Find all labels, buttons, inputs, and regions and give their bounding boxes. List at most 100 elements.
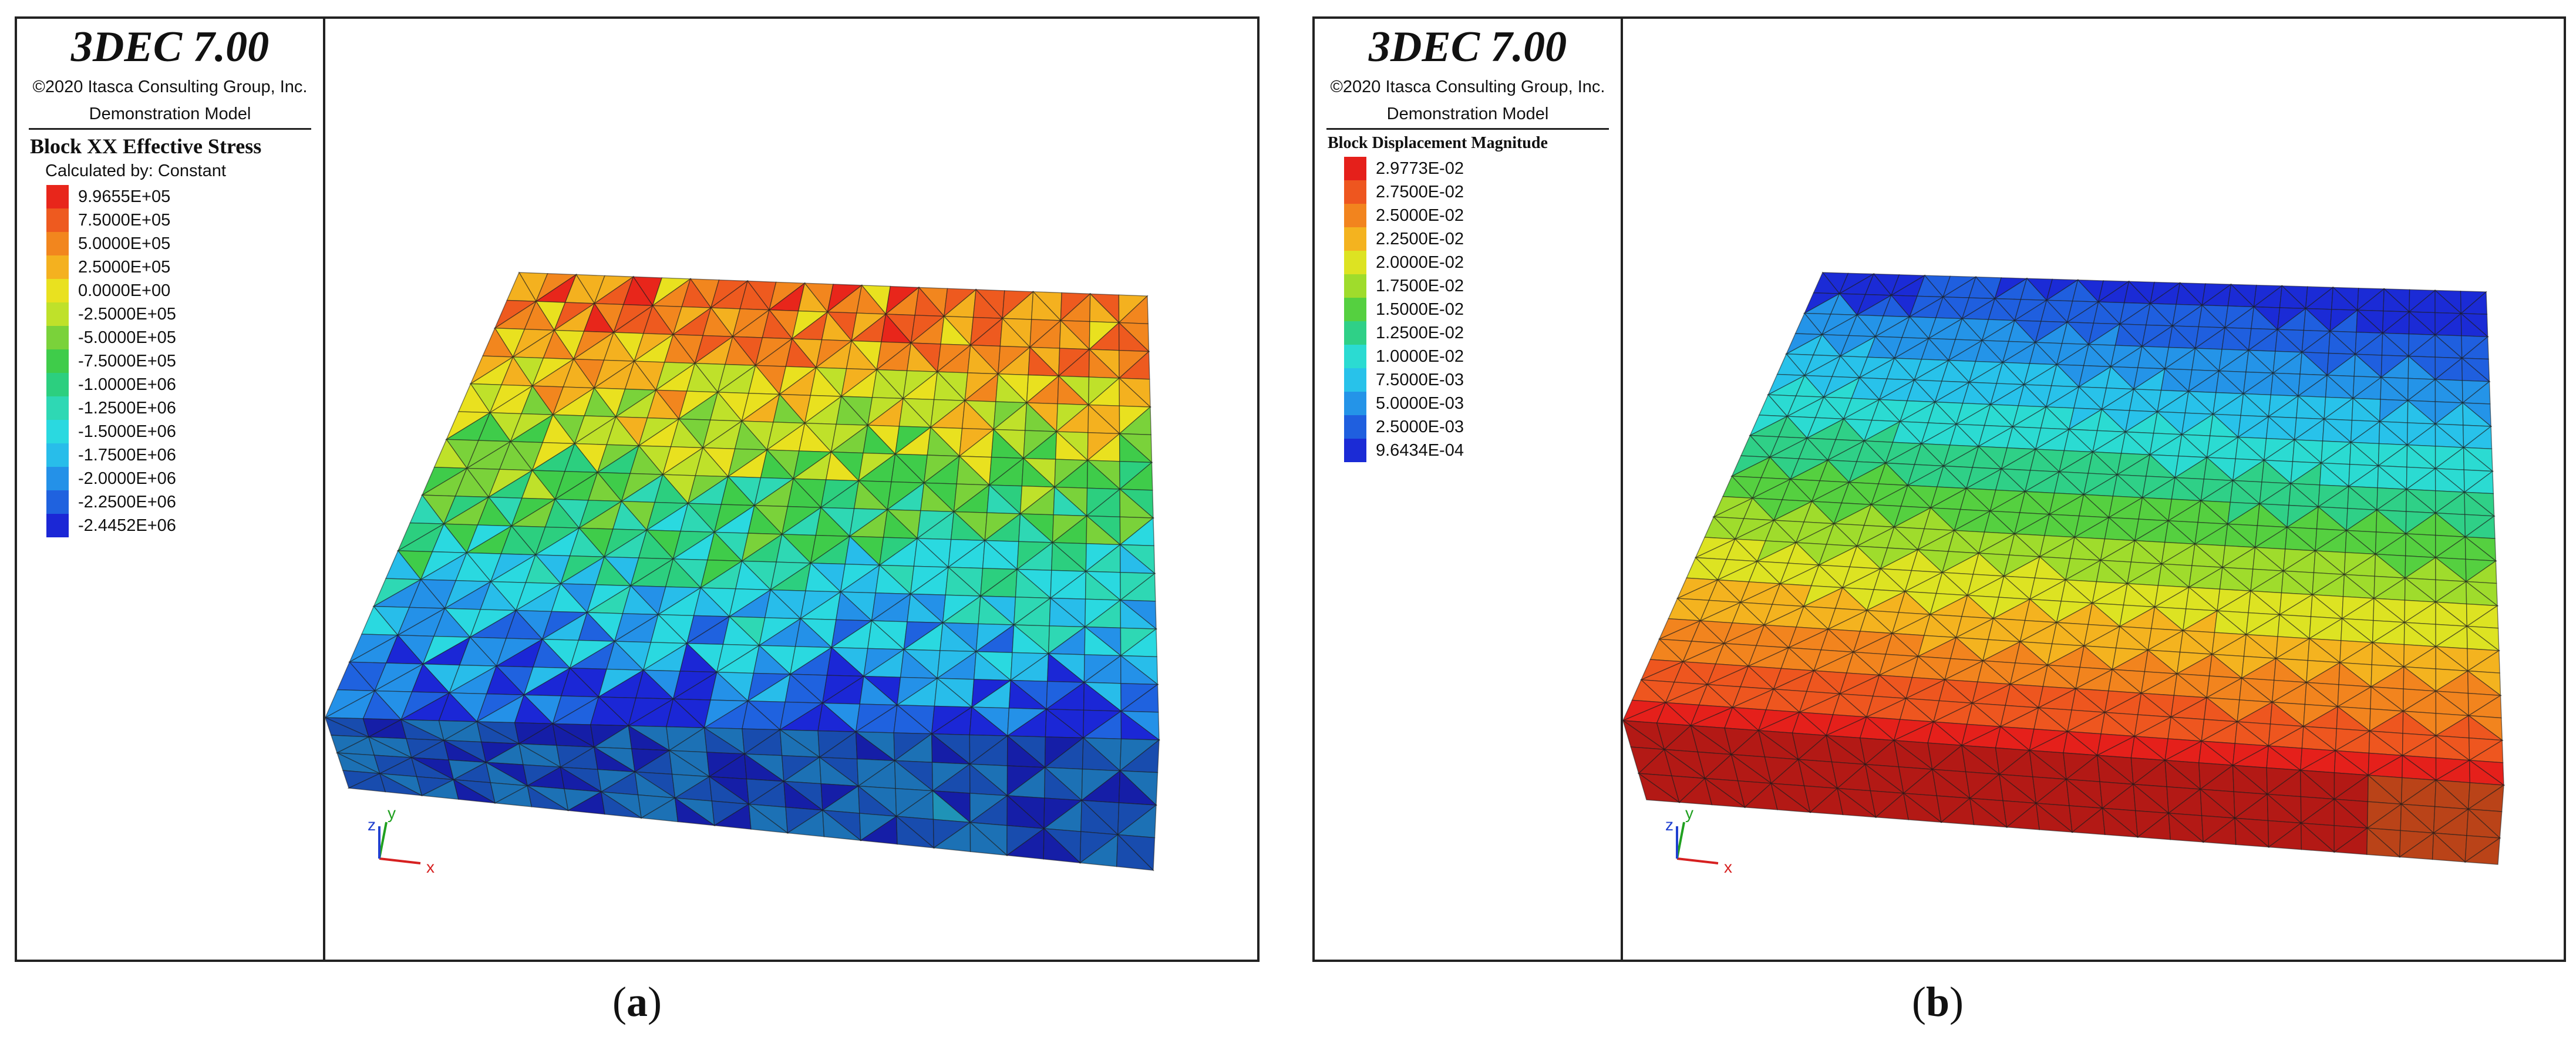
legend-swatch — [46, 302, 69, 326]
legend-swatch — [1344, 204, 1366, 227]
axis-label: x — [1724, 858, 1732, 876]
legend-swatch — [1344, 415, 1366, 439]
axis-label: x — [426, 858, 435, 876]
legend-swatch — [1344, 298, 1366, 321]
legend-swatch — [1344, 157, 1366, 180]
legend-label: -1.0000E+06 — [78, 375, 176, 394]
legend-swatch — [46, 326, 69, 349]
legend-label: 0.0000E+00 — [78, 281, 171, 300]
legend-sidebar-a: 3DEC 7.00 ©2020 Itasca Consulting Group,… — [17, 19, 325, 960]
legend-label: 2.5000E+05 — [78, 258, 171, 277]
legend-labels-b: 2.9773E-02 2.7500E-02 2.5000E-02 2.2500E-02… — [1376, 157, 1464, 462]
legend-label: -2.0000E+06 — [78, 469, 176, 488]
caption-a: (a) — [612, 978, 662, 1025]
axis-line — [379, 857, 421, 864]
mesh-element — [2168, 812, 2205, 843]
divider-b — [1326, 128, 1609, 130]
legend-swatches-a — [46, 185, 69, 537]
axis-line — [1676, 857, 1719, 864]
legend-swatch — [46, 443, 69, 467]
legend-swatch — [46, 420, 69, 443]
legend-label: -2.5000E+05 — [78, 305, 176, 324]
product-title-a: 3DEC 7.00 — [70, 23, 270, 71]
legend-title-a: Block XX Effective Stress — [30, 134, 262, 158]
legend-label: 7.5000E-03 — [1376, 371, 1464, 389]
legend-swatch — [46, 396, 69, 420]
legend-swatch — [1344, 274, 1366, 298]
legend-swatch — [46, 208, 69, 232]
legend-label: 5.0000E+05 — [78, 234, 171, 253]
mesh-element — [1969, 797, 2008, 828]
legend-swatch — [1344, 345, 1366, 368]
legend-swatch — [1344, 251, 1366, 274]
mesh-element — [1704, 777, 1746, 808]
mesh-element — [674, 797, 716, 826]
mesh-element — [2234, 817, 2270, 848]
mesh-element — [2432, 832, 2467, 863]
mesh-element — [527, 785, 568, 811]
legend-swatch — [46, 279, 69, 302]
model-name-b: Demonstration Model — [1386, 105, 1549, 123]
legend-swatch — [1344, 439, 1366, 462]
legend-labels-a: 9.9655E+05 7.5000E+05 5.0000E+05 2.5000E+05… — [78, 185, 176, 537]
legend-title-b: Block Displacement Magnitude — [1328, 134, 1548, 152]
legend-swatch — [46, 490, 69, 514]
legend-label: 2.2500E-02 — [1376, 230, 1464, 248]
legend-label: 2.7500E-02 — [1376, 183, 1464, 201]
stress-block-render: x yz — [325, 271, 1161, 876]
mesh-element — [1902, 792, 1943, 823]
legend-label: 7.5000E+05 — [78, 211, 171, 230]
legend-subtitle-a: Calculated by: Constant — [45, 161, 226, 180]
legend-swatch — [1344, 180, 1366, 204]
legend-swatches-b — [1344, 157, 1366, 462]
axis-label: z — [1665, 816, 1673, 834]
axes-triad-icon: x yz — [368, 804, 435, 876]
mesh-element — [2366, 827, 2401, 858]
legend-swatch — [46, 373, 69, 396]
panel-a: 3DEC 7.00 ©2020 Itasca Consulting Group,… — [15, 16, 1260, 962]
caption-letter-a: a — [627, 978, 648, 1025]
mesh-element — [1638, 772, 1681, 803]
legend-label: 2.5000E-03 — [1376, 418, 1464, 436]
axis-label: y — [1685, 804, 1693, 822]
legend-label: 1.0000E-02 — [1376, 347, 1464, 366]
caption-letter-b: b — [1925, 978, 1950, 1025]
legend-swatch — [46, 255, 69, 279]
legend-swatch — [1344, 227, 1366, 251]
mesh-element — [1837, 787, 1877, 818]
axis-label: z — [368, 816, 376, 834]
legend-label: 9.9655E+05 — [78, 187, 171, 206]
mesh-element — [822, 809, 863, 842]
front-face — [1623, 720, 2506, 865]
model-name-a: Demonstration Model — [89, 105, 251, 123]
panel-b: 3DEC 7.00 ©2020 Itasca Consulting Group,… — [1312, 16, 2566, 962]
legend-swatch — [1344, 392, 1366, 415]
mesh-element — [600, 790, 642, 819]
legend-label: 1.7500E-02 — [1376, 277, 1464, 295]
displacement-block-render: x yz — [1623, 271, 2506, 876]
legend-label: -1.5000E+06 — [78, 422, 176, 441]
legend-label: -1.7500E+06 — [78, 446, 176, 465]
legend-swatch — [46, 467, 69, 490]
mesh-element — [895, 815, 935, 849]
front-face — [325, 717, 1160, 871]
top-face — [1623, 271, 2506, 786]
legend-label: 9.6434E-04 — [1376, 441, 1464, 460]
legend-label: -2.2500E+06 — [78, 493, 176, 512]
legend-label: -2.4452E+06 — [78, 516, 176, 535]
legend-sidebar-b: 3DEC 7.00 ©2020 Itasca Consulting Group,… — [1315, 19, 1623, 960]
legend-swatch — [1344, 368, 1366, 392]
legend-label: 2.9773E-02 — [1376, 159, 1464, 178]
legend-label: -5.0000E+05 — [78, 328, 176, 347]
legend-swatch — [46, 232, 69, 255]
mesh-element — [748, 803, 789, 834]
mesh-element — [1770, 782, 1812, 813]
mesh-element — [2301, 822, 2336, 853]
legend-label: -7.5000E+05 — [78, 352, 176, 371]
product-title-b: 3DEC 7.00 — [1368, 23, 1567, 71]
legend-swatch — [1344, 321, 1366, 345]
top-face — [325, 271, 1161, 741]
legend-label: -1.2500E+06 — [78, 399, 176, 418]
